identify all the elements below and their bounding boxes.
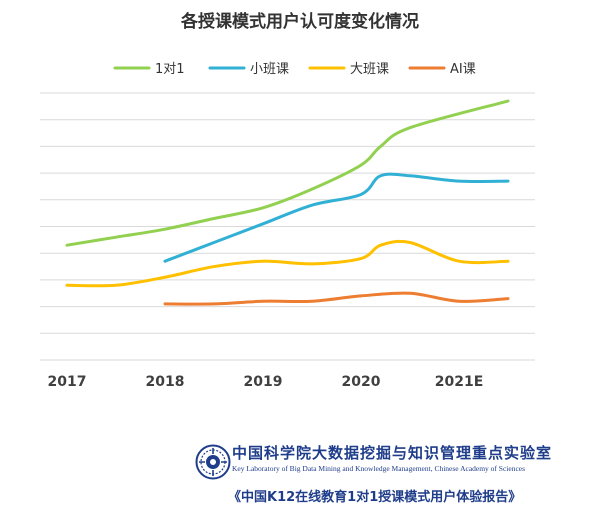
x-tick-label: 2018 — [146, 374, 185, 390]
legend-label: 小班课 — [250, 62, 289, 77]
legend-label: 大班课 — [350, 62, 389, 77]
grid-lines — [40, 92, 535, 361]
x-axis: 2017 2018 2019 2020 2021E — [48, 374, 484, 390]
org-name-en: Key Laboratory of Big Data Mining and Kn… — [232, 464, 526, 473]
legend-label: 1对1 — [155, 62, 185, 77]
line-chart: 各授课模式用户认可度变化情况 1对1 小班课 大班课 AI课 2017 2018 2019… — [40, 11, 535, 390]
chart-title: 各授课模式用户认可度变化情况 — [180, 11, 419, 32]
cas-logo-icon — [195, 444, 231, 480]
x-tick-label: 2021E — [435, 374, 484, 390]
series-line-2 — [163, 172, 510, 263]
series-line-4 — [163, 291, 510, 306]
x-tick-label: 2019 — [244, 374, 283, 390]
series-line-1 — [65, 99, 510, 247]
series-layer — [65, 99, 510, 306]
footer: 中国科学院大数据挖掘与知识管理重点实验室 Key Laboratory of B… — [0, 440, 600, 511]
x-tick-label: 2020 — [342, 374, 381, 390]
series-line-3 — [65, 239, 510, 288]
org-name-cn: 中国科学院大数据挖掘与知识管理重点实验室 — [232, 444, 553, 462]
x-tick-label: 2017 — [48, 374, 87, 390]
report-title: 《中国K12在线教育1对1授课模式用户体验报告》 — [228, 490, 522, 505]
legend-label: AI课 — [450, 62, 476, 77]
legend: 1对1 小班课 大班课 AI课 — [113, 62, 476, 77]
